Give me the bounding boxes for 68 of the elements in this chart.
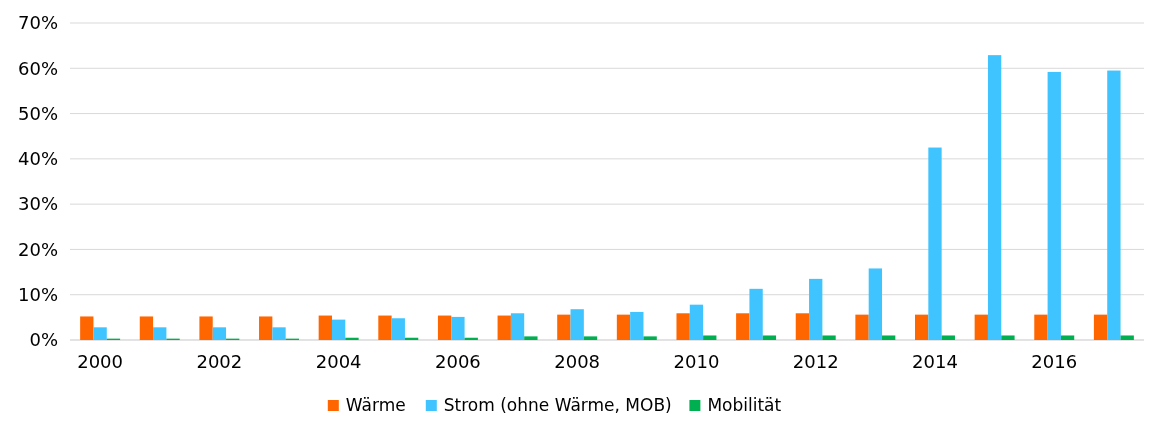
bar [855, 314, 869, 340]
bar [199, 316, 213, 340]
y-tick-label: 40% [17, 148, 58, 170]
bar [676, 313, 690, 340]
bar [616, 314, 631, 340]
bar [868, 268, 883, 340]
bar [570, 309, 584, 340]
bar [736, 313, 750, 340]
bar [583, 336, 598, 340]
bar [689, 304, 704, 340]
bar [1093, 314, 1108, 340]
bar [987, 55, 1002, 340]
bar [153, 327, 167, 340]
bar [1060, 335, 1075, 340]
bar [749, 288, 763, 340]
bar [93, 327, 107, 340]
y-tick-label: 60% [17, 57, 58, 79]
x-tick-label: 2010 [673, 351, 720, 372]
x-tick-label: 2006 [435, 351, 481, 372]
x-tick-label: 2012 [792, 351, 839, 372]
bar [1001, 335, 1015, 340]
bar [762, 335, 777, 340]
bar [941, 335, 955, 340]
legend-label: Wärme [345, 395, 406, 415]
bar [259, 316, 273, 340]
legend-label: Mobilität [707, 395, 782, 415]
bar [451, 316, 465, 340]
y-tick-label: 10% [17, 284, 58, 306]
bar [345, 337, 359, 340]
bar [318, 315, 332, 340]
bar [378, 315, 392, 340]
x-tick-label: 2002 [196, 351, 243, 372]
bar [497, 315, 511, 340]
bar [928, 147, 942, 340]
bar [822, 335, 836, 340]
bar [703, 335, 717, 340]
y-tick-label: 70% [17, 12, 58, 34]
bar [391, 318, 405, 340]
x-tick-label: 2014 [912, 351, 958, 372]
y-tick-label: 20% [17, 238, 58, 260]
bar [974, 314, 988, 340]
bar [795, 313, 810, 340]
x-tick-label: 2000 [77, 351, 124, 372]
bar [915, 314, 929, 340]
y-tick-label: 30% [17, 193, 58, 215]
bar [882, 335, 896, 340]
bar [139, 316, 154, 340]
bar [1107, 70, 1121, 340]
legend-label: Strom (ohne Wärme, MOB) [443, 395, 672, 415]
bar [80, 316, 94, 340]
bar [557, 314, 571, 340]
bar [1047, 71, 1061, 340]
bar [809, 278, 823, 340]
bar [1034, 314, 1048, 340]
bar [331, 319, 346, 340]
bar [212, 327, 227, 340]
y-tick-label: 50% [17, 102, 58, 124]
x-tick-label: 2016 [1031, 351, 1078, 372]
bar [643, 336, 657, 340]
y-tick-label: 0% [29, 329, 58, 351]
bar [272, 327, 286, 340]
bar [1120, 335, 1134, 340]
x-tick-label: 2004 [315, 351, 362, 372]
bar [510, 313, 525, 340]
bar [524, 336, 538, 340]
bar [437, 315, 452, 340]
bar [630, 311, 644, 340]
x-tick-label: 2008 [554, 351, 601, 372]
